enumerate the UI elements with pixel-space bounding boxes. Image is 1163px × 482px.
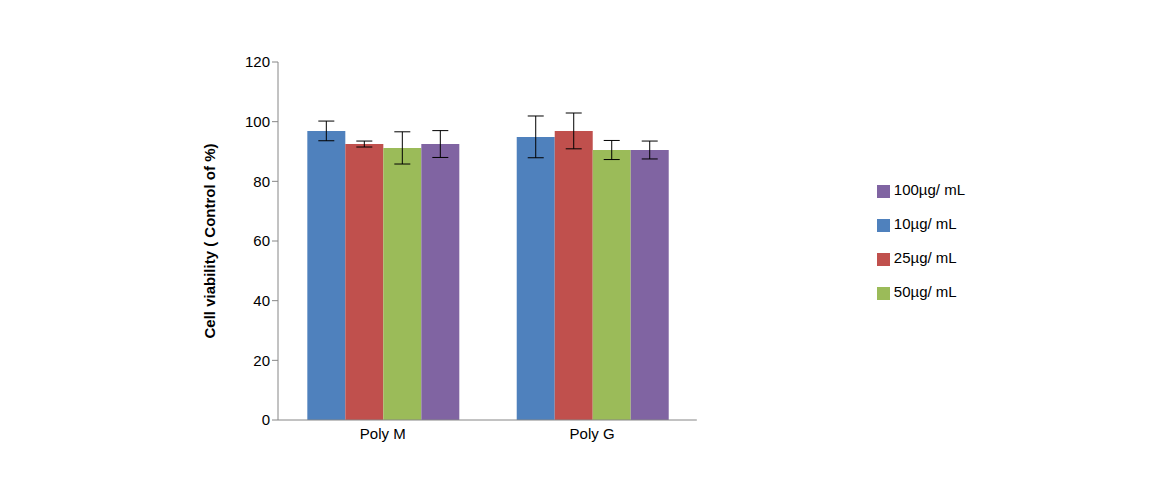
svg-text:Cell viability ( Control of %): Cell viability ( Control of %) — [201, 143, 218, 338]
svg-text:20: 20 — [253, 352, 270, 369]
html-text:25µg/ mL: 25µg/ mL — [893, 249, 957, 266]
svg-text:Poly M: Poly M — [360, 425, 406, 442]
svg-text:60: 60 — [253, 232, 270, 249]
svg-text:80: 80 — [253, 173, 270, 190]
svg-text:0: 0 — [262, 411, 270, 428]
html-text:50µg/ mL: 50µg/ mL — [893, 283, 957, 300]
html-text:100µg/ mL: 100µg/ mL — [893, 181, 965, 198]
svg-text:Poly G: Poly G — [570, 425, 615, 442]
svg-text:120: 120 — [245, 53, 270, 70]
svg-text:40: 40 — [253, 292, 270, 309]
html-text:10µg/ mL: 10µg/ mL — [893, 215, 957, 232]
svg-text:100: 100 — [245, 113, 270, 130]
